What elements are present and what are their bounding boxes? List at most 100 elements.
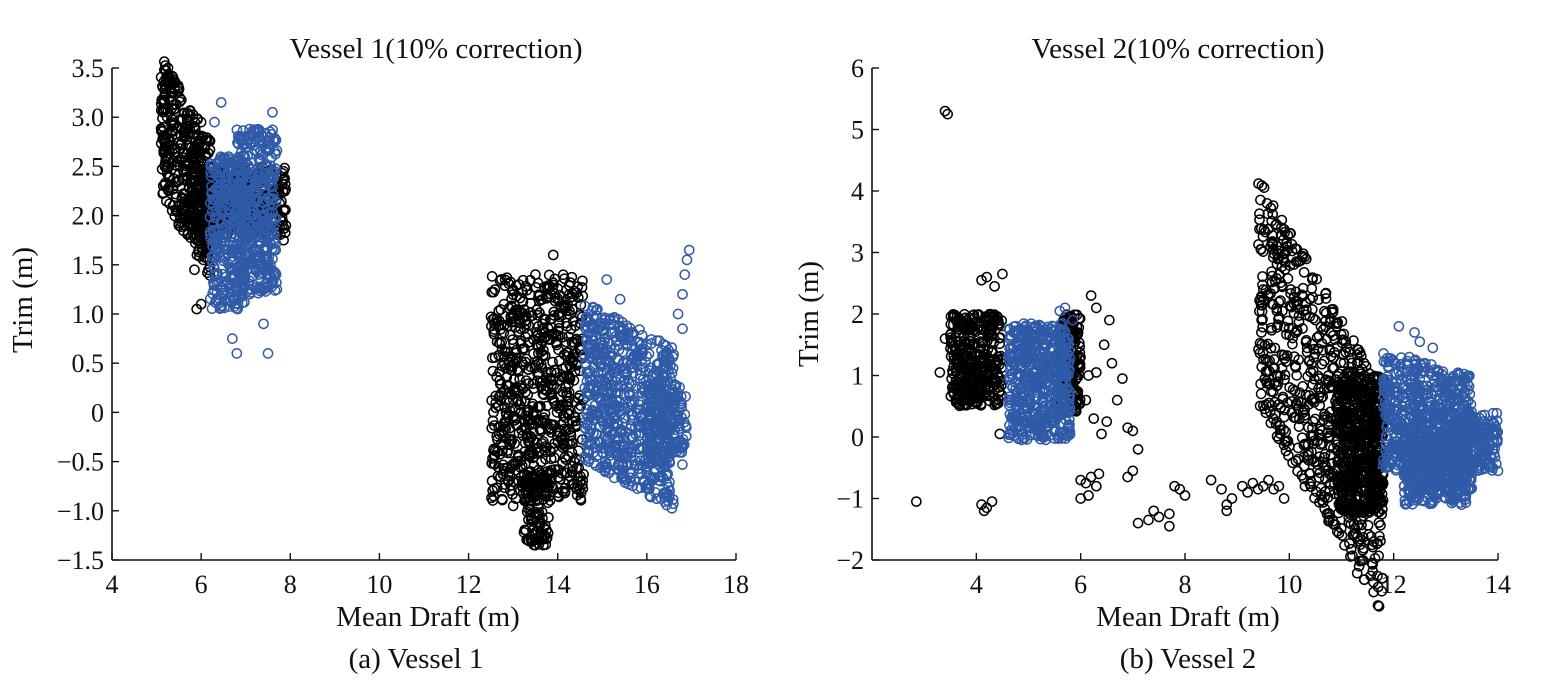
data-point — [192, 213, 204, 225]
series-corrected — [204, 97, 695, 514]
data-point — [177, 146, 189, 158]
data-point — [173, 174, 185, 186]
data-point — [278, 205, 290, 217]
data-point — [193, 225, 204, 237]
data-point — [171, 160, 183, 172]
data-point — [155, 98, 167, 110]
data-point — [209, 116, 220, 128]
data-point — [178, 129, 190, 141]
x-tick-label: 12 — [456, 570, 482, 599]
series-raw — [910, 105, 1389, 612]
y-tick-label: −0.5 — [57, 448, 104, 477]
data-point — [276, 178, 288, 190]
data-point — [159, 64, 170, 76]
data-point — [547, 249, 559, 261]
y-tick-label: −1.0 — [57, 497, 104, 526]
data-point — [169, 103, 181, 114]
data-point — [677, 459, 688, 470]
y-tick-label: 0.5 — [72, 349, 105, 378]
data-point — [166, 102, 178, 114]
x-axis-label: Mean Draft (m) — [336, 601, 520, 633]
y-tick-label: 3.0 — [72, 103, 105, 132]
data-point — [193, 143, 205, 155]
x-tick-label: 14 — [545, 570, 571, 599]
data-point — [183, 120, 194, 132]
data-point — [194, 138, 206, 149]
data-point — [258, 318, 269, 330]
data-point — [1287, 338, 1298, 350]
chart-title: Vessel 2(10% correction) — [1031, 33, 1324, 65]
data-point — [672, 308, 684, 320]
data-point — [226, 333, 238, 344]
data-point — [176, 216, 187, 228]
x-tick-label: 8 — [284, 570, 297, 599]
vessel-1-chart: Vessel 1(10% correction) 4 6 8 10 12 14 16 18 −… — [7, 33, 749, 675]
data-point — [179, 107, 190, 119]
data-point — [1363, 529, 1374, 540]
data-point — [530, 269, 541, 280]
data-point — [547, 356, 558, 368]
data-point — [164, 198, 175, 210]
data-point — [158, 130, 169, 141]
data-point — [189, 163, 201, 175]
data-point — [231, 348, 243, 359]
y-tick-label: 1.0 — [72, 300, 105, 329]
data-point — [514, 373, 526, 385]
y-axis-label: Trim (m) — [7, 247, 39, 353]
data-point — [163, 170, 174, 182]
data-point — [262, 348, 274, 359]
y-tick-label: 0 — [91, 398, 104, 427]
data-point — [279, 185, 290, 197]
y-tick-label: 1.5 — [72, 251, 105, 280]
data-point — [158, 56, 170, 68]
data-point — [1298, 266, 1310, 278]
data-point — [1292, 442, 1304, 454]
data-point — [160, 145, 171, 156]
y-tick-label: −1.5 — [57, 546, 104, 575]
data-point — [1257, 246, 1269, 257]
data-point — [189, 264, 200, 276]
data-point — [614, 293, 626, 305]
data-point — [601, 274, 613, 285]
x-tick-label: 18 — [723, 570, 749, 599]
data-point — [182, 108, 194, 119]
data-point — [679, 269, 691, 280]
data-point — [681, 254, 693, 266]
data-point — [197, 213, 209, 225]
data-point — [167, 70, 178, 82]
data-point — [191, 144, 203, 156]
data-point — [488, 420, 500, 431]
vessel-2-chart: Vessel 2(10% correction) 4 6 8 10 12 14 −2−10… — [793, 33, 1511, 675]
data-point — [683, 244, 695, 256]
data-point — [532, 309, 544, 321]
data-point — [190, 176, 202, 187]
data-point — [1375, 519, 1386, 531]
x-tick-label: 4 — [106, 570, 119, 599]
y-tick-label: 3.5 — [72, 54, 105, 83]
data-point — [159, 179, 171, 191]
chart-title: Vessel 1(10% correction) — [289, 33, 582, 65]
data-point — [168, 104, 180, 116]
x-tick-label: 10 — [366, 570, 392, 599]
y-ticks: −1.5−1.0−0.500.51.01.52.02.53.03.5 — [57, 54, 119, 575]
data-point — [1362, 519, 1374, 531]
data-point — [177, 113, 188, 125]
y-tick-label: 2.5 — [72, 152, 105, 181]
data-point — [175, 138, 187, 150]
data-point — [553, 355, 565, 367]
series-raw — [155, 56, 589, 551]
data-point — [187, 210, 199, 222]
data-point — [195, 187, 206, 199]
data-point — [194, 220, 206, 232]
data-point — [1255, 388, 1267, 400]
data-point — [195, 182, 207, 194]
data-point — [191, 170, 202, 182]
data-point — [677, 288, 688, 300]
data-point — [279, 227, 291, 239]
data-point — [194, 227, 206, 239]
data-point — [1306, 283, 1318, 294]
x-tick-label: 6 — [195, 570, 208, 599]
data-point — [279, 178, 291, 190]
